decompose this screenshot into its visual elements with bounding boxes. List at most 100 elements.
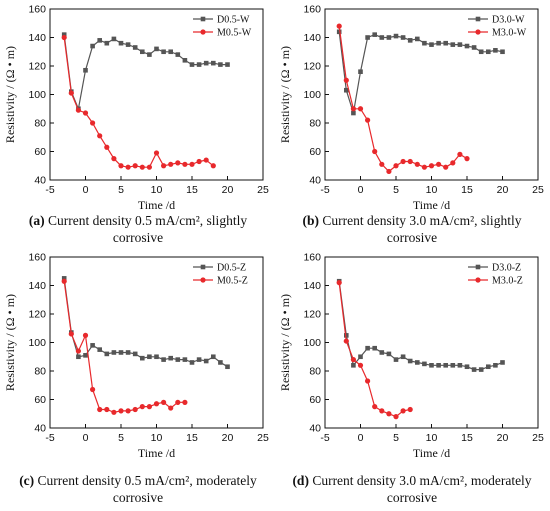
data-point (182, 357, 188, 362)
data-point (140, 355, 145, 361)
y-tick-label: 60 (309, 146, 321, 158)
data-point (400, 35, 406, 40)
data-point (493, 363, 498, 368)
x-tick-label: 5 (118, 432, 124, 444)
data-point (450, 363, 456, 368)
legend-label: D3.0-Z (492, 263, 521, 274)
data-point (168, 161, 174, 167)
data-point (146, 404, 152, 410)
data-point (464, 156, 470, 162)
data-point (182, 161, 188, 167)
caption-text: Current density 3.0 mA/cm², moderately c… (308, 473, 532, 505)
data-point (464, 43, 470, 49)
data-point (90, 386, 96, 393)
data-point (154, 354, 159, 360)
data-point (372, 345, 377, 351)
data-point (147, 52, 152, 57)
data-point (343, 77, 349, 83)
x-tick-label: 0 (358, 432, 364, 444)
x-tick-label: 10 (151, 184, 163, 196)
data-point (61, 34, 67, 41)
data-point (407, 38, 413, 43)
legend-marker (475, 16, 481, 22)
legend-marker (200, 277, 206, 283)
data-point (393, 414, 399, 420)
x-tick-label: 20 (222, 432, 234, 444)
x-tick-label: -5 (320, 432, 329, 444)
data-point (365, 345, 370, 351)
data-point (154, 46, 159, 52)
data-point (393, 163, 399, 169)
data-point (393, 33, 399, 39)
data-point (132, 406, 138, 413)
legend-marker (475, 277, 481, 283)
y-axis-label: Resistivity / (Ω • m) (3, 46, 17, 143)
x-tick-label: 10 (426, 432, 438, 444)
caption-label: (a) (28, 213, 45, 228)
y-tick-label: 140 (28, 32, 46, 44)
data-point (189, 360, 195, 365)
data-point (457, 151, 463, 157)
data-point (422, 361, 427, 367)
data-point (168, 49, 173, 55)
x-tick-label: 15 (461, 432, 473, 444)
data-point (125, 42, 131, 47)
x-tick-label: 0 (83, 432, 89, 444)
data-point (500, 49, 505, 55)
data-point (225, 364, 230, 370)
y-tick-label: 160 (303, 4, 321, 16)
data-point (153, 401, 160, 407)
data-point (429, 42, 434, 47)
data-point (357, 362, 364, 368)
caption-label: (b) (302, 213, 320, 228)
data-point (428, 163, 435, 169)
x-tick-label: -5 (45, 184, 54, 196)
legend-label: D0.5-Z (217, 263, 246, 274)
caption-text: Current density 0.5 mA/cm², moderately c… (34, 473, 257, 505)
x-tick-label: 10 (426, 184, 438, 196)
chart-b: -5 0 5 10 15 20 25 40 60 80 100 120 140 160 Time /d Res… (278, 4, 544, 213)
data-point (365, 117, 371, 123)
data-point (350, 357, 356, 363)
data-point (486, 364, 491, 370)
legend-label: M3.0-Z (492, 276, 523, 287)
y-tick-label: 80 (34, 118, 46, 130)
data-point (203, 157, 209, 163)
y-tick-label: 100 (28, 89, 46, 101)
data-point (182, 399, 188, 405)
data-point (471, 45, 477, 50)
data-point (218, 360, 223, 365)
x-tick-label: 15 (461, 184, 473, 196)
y-tick-label: 40 (309, 175, 321, 187)
data-point (132, 351, 138, 357)
y-tick-label: 60 (34, 146, 46, 158)
data-point (196, 62, 202, 67)
data-point (168, 355, 173, 361)
data-point (75, 348, 81, 354)
x-tick-label: 25 (532, 184, 544, 196)
data-point (61, 276, 67, 281)
chart-a: -5 0 5 10 15 20 25 40 60 80 100 120 140 160 Time /d Res… (3, 4, 269, 213)
data-point (82, 332, 89, 338)
y-tick-label: 140 (303, 32, 321, 44)
legend-marker (475, 29, 481, 35)
x-axis-label: Time /d (413, 198, 450, 212)
data-point (471, 367, 477, 372)
data-point (90, 43, 95, 49)
y-tick-label: 80 (309, 118, 321, 130)
data-point (75, 107, 81, 113)
data-point (436, 363, 441, 368)
data-point (225, 62, 230, 67)
data-point (146, 164, 152, 170)
x-tick-label: -5 (45, 432, 54, 444)
data-point (336, 280, 342, 286)
data-point (90, 120, 96, 126)
data-point (83, 353, 88, 358)
y-tick-label: 140 (303, 280, 321, 292)
x-tick-label: 25 (532, 432, 544, 444)
chart-d: -5 0 5 10 15 20 25 40 60 80 100 120 140 160 Time /d Res… (278, 252, 544, 461)
data-point (104, 351, 110, 357)
y-tick-label: 80 (309, 366, 321, 378)
data-point (365, 378, 371, 384)
data-point (357, 106, 364, 112)
